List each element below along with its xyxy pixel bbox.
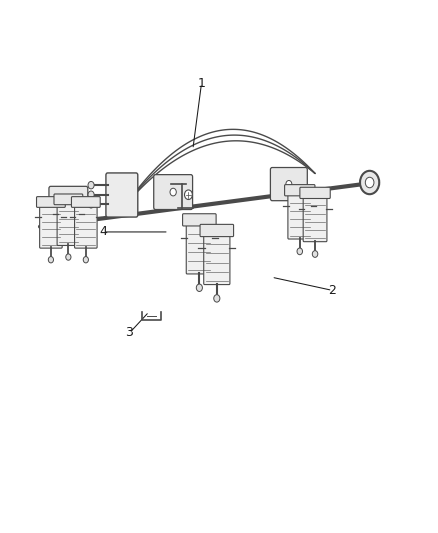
Circle shape (65, 200, 71, 207)
FancyBboxPatch shape (54, 194, 83, 205)
Circle shape (365, 177, 374, 188)
FancyBboxPatch shape (183, 214, 216, 226)
FancyBboxPatch shape (71, 197, 100, 207)
Text: 4: 4 (99, 225, 107, 238)
Circle shape (214, 295, 220, 302)
FancyBboxPatch shape (74, 203, 97, 248)
Circle shape (286, 181, 292, 188)
Circle shape (66, 254, 71, 260)
FancyBboxPatch shape (186, 221, 212, 274)
FancyBboxPatch shape (36, 197, 65, 207)
FancyBboxPatch shape (285, 184, 315, 196)
Text: 2: 2 (328, 284, 336, 297)
FancyBboxPatch shape (300, 187, 330, 198)
Circle shape (48, 256, 53, 263)
FancyBboxPatch shape (204, 232, 230, 285)
Circle shape (312, 251, 318, 257)
Circle shape (184, 190, 192, 199)
FancyBboxPatch shape (106, 173, 138, 217)
Circle shape (360, 171, 379, 194)
FancyBboxPatch shape (288, 191, 312, 239)
Circle shape (88, 181, 94, 189)
Circle shape (88, 191, 94, 198)
Circle shape (83, 256, 88, 263)
Circle shape (88, 200, 94, 208)
FancyBboxPatch shape (40, 203, 62, 248)
FancyBboxPatch shape (49, 187, 88, 221)
FancyBboxPatch shape (303, 194, 327, 241)
Circle shape (297, 248, 303, 255)
FancyBboxPatch shape (154, 175, 193, 209)
FancyBboxPatch shape (270, 167, 307, 201)
Circle shape (196, 284, 202, 292)
Text: 1: 1 (198, 77, 205, 90)
Circle shape (170, 188, 177, 196)
FancyBboxPatch shape (200, 224, 233, 237)
FancyBboxPatch shape (57, 200, 80, 246)
Text: 3: 3 (126, 326, 134, 340)
